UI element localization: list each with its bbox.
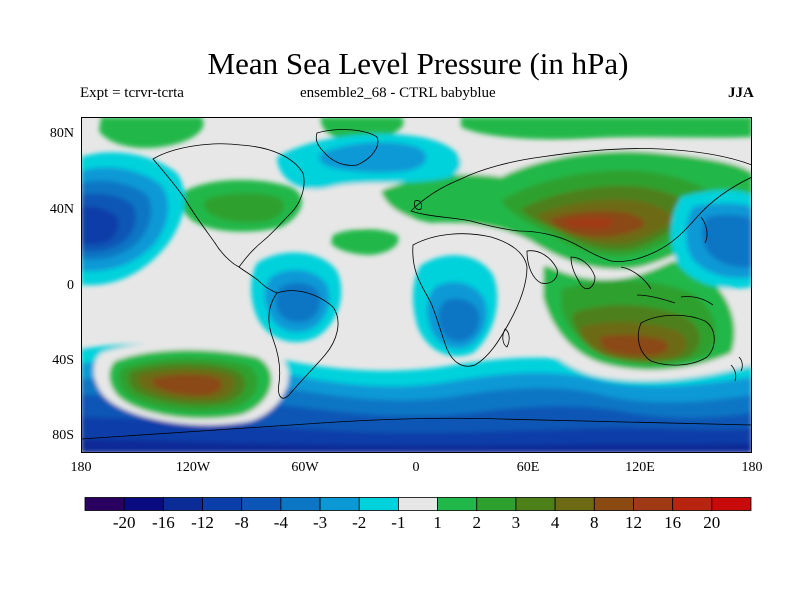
- colorbar-label: -12: [191, 513, 214, 532]
- lon-tick-60e: 60E: [516, 460, 540, 475]
- lon-tick-120w: 120W: [175, 460, 211, 475]
- colorbar-swatch: [672, 497, 713, 511]
- colorbar-swatch: [202, 497, 243, 511]
- colorbar-swatch: [319, 497, 360, 511]
- colorbar-swatch: [123, 497, 164, 511]
- colorbar-label: 2: [472, 513, 482, 532]
- colorbar-swatch: [398, 497, 438, 511]
- lat-tick-40n: 40N: [49, 202, 74, 217]
- colorbar-swatch: [711, 497, 752, 511]
- colorbar-swatch: [515, 497, 556, 511]
- lat-tick-80s: 80S: [52, 428, 74, 443]
- colorbar-swatch: [162, 497, 203, 511]
- colorbar-label: -16: [152, 513, 175, 532]
- coastlines: [81, 129, 752, 440]
- colorbar-label: 1: [433, 513, 442, 532]
- colorbar-swatch: [358, 497, 399, 511]
- colorbar-swatch: [633, 497, 674, 511]
- colorbar-label: 12: [625, 513, 642, 532]
- lat-tick-80n: 80N: [49, 126, 74, 141]
- lon-tick-60w: 60W: [291, 460, 319, 475]
- map-canvas: [81, 117, 752, 453]
- colorbar-swatch: [593, 497, 634, 511]
- colorbar-label: -20: [112, 513, 136, 532]
- colorbar-label: -2: [352, 513, 367, 532]
- lon-tick-0: 0: [412, 460, 420, 475]
- colorbar-label: 16: [664, 513, 682, 532]
- colorbar-label: 3: [511, 513, 521, 532]
- lon-tick-120e: 120E: [625, 460, 655, 475]
- colorbar-label: -3: [313, 513, 328, 532]
- colorbar-label: -4: [273, 513, 288, 532]
- map-title: Mean Sea Level Pressure (in hPa): [207, 46, 629, 81]
- colorbar-swatch: [241, 497, 282, 511]
- colorbar-swatch: [280, 497, 321, 511]
- colorbar-label: 8: [590, 513, 599, 532]
- colorbar-swatch: [437, 497, 478, 511]
- colorbar-label: 20: [703, 513, 721, 532]
- colorbar-label: -8: [234, 513, 249, 532]
- colorbar-swatch: [554, 497, 595, 511]
- colorbar-swatch: [84, 497, 125, 511]
- colorbar-swatch: [476, 497, 517, 511]
- lat-tick-40s: 40S: [52, 353, 74, 368]
- colorbar-label: -1: [391, 513, 406, 532]
- lon-tick-180w: 180: [70, 460, 92, 475]
- ensemble-label: ensemble2_68 - CTRL babyblue: [300, 85, 496, 101]
- experiment-label: Expt = tcrvr-tcrta: [80, 85, 184, 101]
- pressure-map: [81, 117, 752, 453]
- season-label: JJA: [728, 85, 754, 101]
- colorbar-label: 4: [550, 513, 560, 532]
- colorbar: [84, 497, 752, 511]
- lat-tick-0: 0: [67, 278, 74, 293]
- lon-tick-180e: 180: [741, 460, 763, 475]
